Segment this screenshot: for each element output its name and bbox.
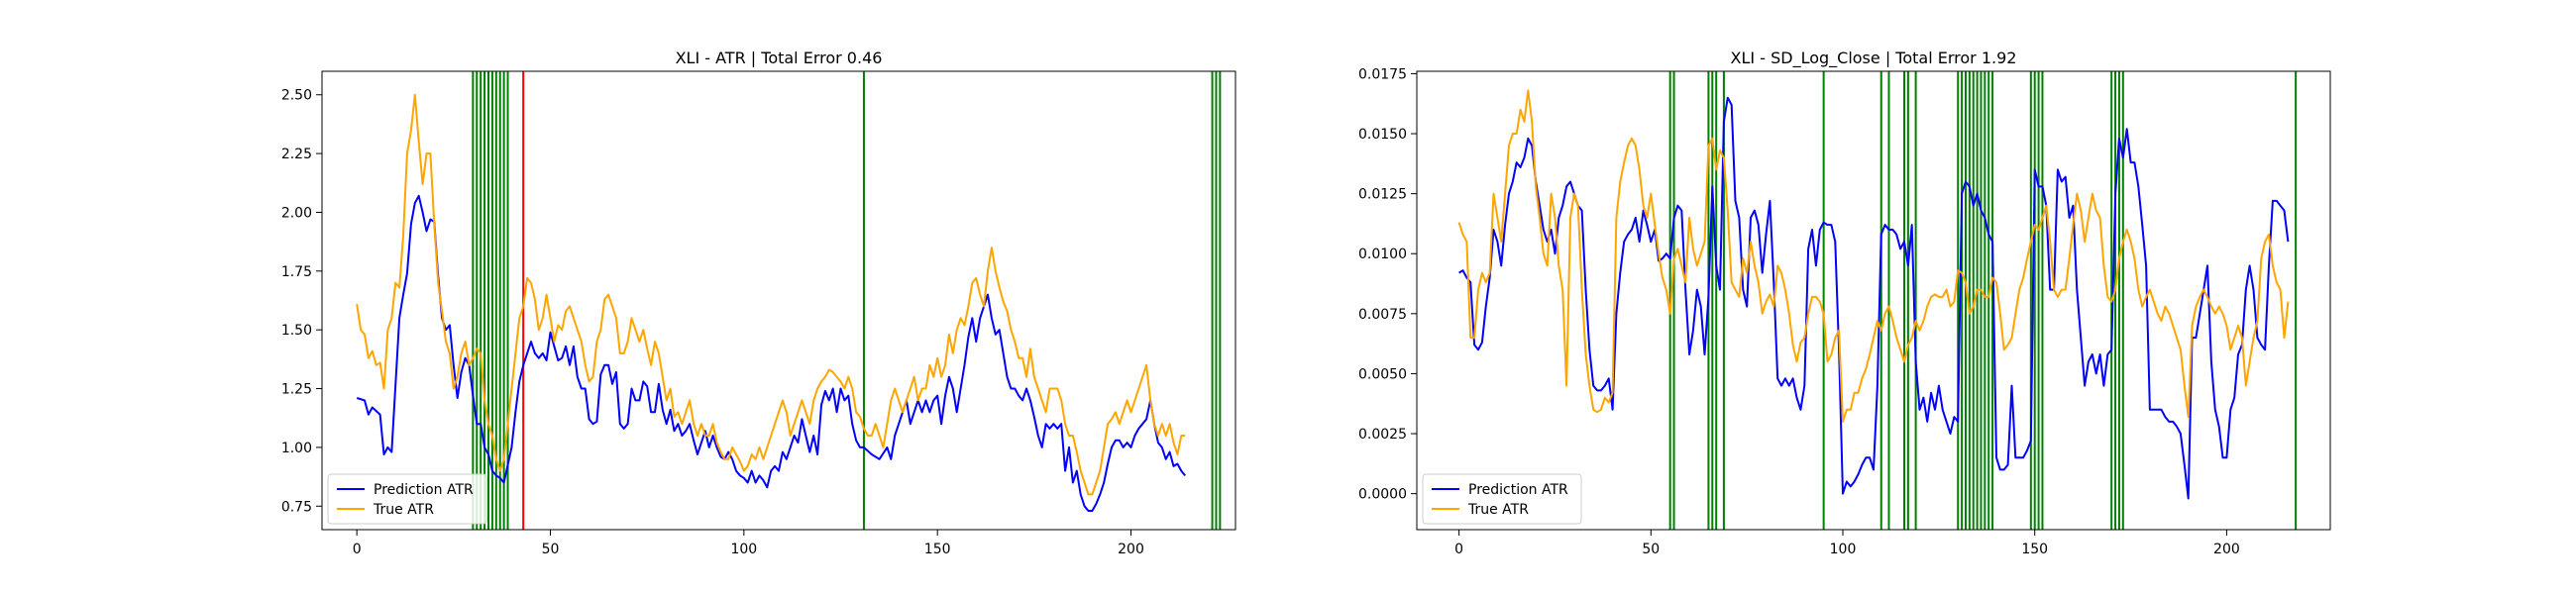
sd-legend: Prediction ATR True ATR xyxy=(1422,473,1582,525)
sd-series-line-0 xyxy=(1458,96,2290,500)
sd-x-ticks: 0 50 100 150 200 xyxy=(1454,530,2240,557)
sd-y-tick-label-2: 0.0050 xyxy=(1358,366,1407,382)
sd-y-tick-label-3: 0.0075 xyxy=(1358,307,1407,323)
atr-plot-frame xyxy=(321,70,1236,531)
sd-y-ticks: 0.0000 0.0025 0.0050 0.0075 0.0100 0.0125 0.01… xyxy=(1358,66,1417,503)
sd-x-tick-label-0: 0 xyxy=(1454,542,1463,557)
sd-y-tick-label-6: 0.0150 xyxy=(1358,127,1407,143)
sd-x-tick-label-3: 150 xyxy=(2021,542,2048,557)
atr-y-tick-label-4: 1.75 xyxy=(281,264,312,280)
sd-y-tick-label-5: 0.0125 xyxy=(1358,187,1407,203)
sd-y-tick-label-4: 0.0100 xyxy=(1358,247,1407,262)
sd-legend-label-prediction: Prediction ATR xyxy=(1468,482,1568,498)
atr-y-tick-label-1: 1.00 xyxy=(281,441,312,456)
atr-x-tick-label-2: 100 xyxy=(730,542,757,557)
atr-legend-box xyxy=(327,473,487,525)
chart-sd-log-close: 0 50 100 150 200 0.00000.00250.00500.00750.0… xyxy=(1358,49,2331,557)
sd-series xyxy=(1457,89,2290,500)
atr-y-tick-label-5: 2.00 xyxy=(281,205,312,221)
atr-y-tick-label-7: 2.50 xyxy=(281,88,312,104)
atr-legend-label-prediction: Prediction ATR xyxy=(374,482,474,498)
atr-chart-title: XLI - ATR | Total Error 0.46 xyxy=(676,49,883,67)
sd-legend-box xyxy=(1422,473,1582,525)
atr-y-tick-label-3: 1.50 xyxy=(281,323,312,339)
sd-y-tick-label-7: 0.0175 xyxy=(1358,66,1407,82)
atr-x-tick-label-1: 50 xyxy=(542,542,560,557)
sd-x-tick-label-4: 200 xyxy=(2213,542,2240,557)
atr-series-line-0 xyxy=(356,194,1186,512)
atr-x-tick-label-3: 150 xyxy=(924,542,951,557)
sd-chart-title: XLI - SD_Log_Close | Total Error 1.92 xyxy=(1731,49,2017,68)
sd-series-line-1 xyxy=(1457,89,2290,423)
sd-x-tick-label-1: 50 xyxy=(1642,542,1660,557)
atr-legend-label-true: True ATR xyxy=(373,502,434,518)
atr-x-tick-label-4: 200 xyxy=(1118,542,1144,557)
sd-legend-label-true: True ATR xyxy=(1467,502,1529,518)
sd-plot-frame xyxy=(1416,70,2331,531)
atr-series-line-1 xyxy=(356,93,1186,496)
atr-x-ticks: 0 50 100 150 200 xyxy=(353,530,1144,557)
sd-y-tick-label-1: 0.0025 xyxy=(1358,427,1407,443)
atr-legend: Prediction ATR True ATR xyxy=(327,473,487,525)
sd-vlines xyxy=(1668,71,2298,530)
sd-y-tick-label-0: 0.0000 xyxy=(1358,487,1407,503)
atr-y-tick-label-6: 2.25 xyxy=(281,147,312,162)
chart-atr: 0 50 100 150 200 0.75 1.00 1.25 1.50 1.75 2.00 2.2… xyxy=(281,49,1236,557)
atr-y-tick-label-0: 0.75 xyxy=(281,499,312,515)
sd-x-tick-label-2: 100 xyxy=(1830,542,1857,557)
atr-x-tick-label-0: 0 xyxy=(353,542,362,557)
atr-series xyxy=(356,93,1186,512)
atr-y-ticks: 0.75 1.00 1.25 1.50 1.75 2.00 2.25 2.50 xyxy=(281,88,322,515)
atr-y-tick-label-2: 1.25 xyxy=(281,382,312,398)
